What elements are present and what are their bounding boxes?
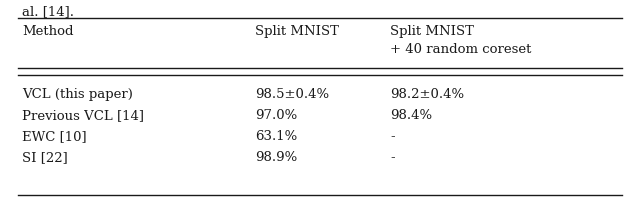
- Text: 63.1%: 63.1%: [255, 130, 297, 143]
- Text: + 40 random coreset: + 40 random coreset: [390, 43, 531, 56]
- Text: SI [22]: SI [22]: [22, 151, 68, 164]
- Text: EWC [10]: EWC [10]: [22, 130, 86, 143]
- Text: -: -: [390, 151, 395, 164]
- Text: 98.9%: 98.9%: [255, 151, 297, 164]
- Text: Method: Method: [22, 25, 74, 38]
- Text: 98.5±0.4%: 98.5±0.4%: [255, 88, 329, 101]
- Text: 98.4%: 98.4%: [390, 109, 432, 122]
- Text: 98.2±0.4%: 98.2±0.4%: [390, 88, 464, 101]
- Text: Split MNIST: Split MNIST: [390, 25, 474, 38]
- Text: al. [14].: al. [14].: [22, 5, 74, 18]
- Text: -: -: [390, 130, 395, 143]
- Text: Previous VCL [14]: Previous VCL [14]: [22, 109, 144, 122]
- Text: 97.0%: 97.0%: [255, 109, 297, 122]
- Text: VCL (this paper): VCL (this paper): [22, 88, 133, 101]
- Text: Split MNIST: Split MNIST: [255, 25, 339, 38]
